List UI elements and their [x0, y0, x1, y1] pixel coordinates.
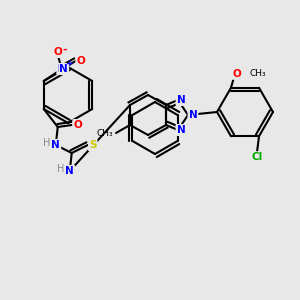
Text: N: N — [65, 166, 74, 176]
Text: N: N — [59, 64, 68, 74]
Text: CH₃: CH₃ — [96, 128, 113, 137]
Text: O: O — [76, 56, 85, 66]
Text: N: N — [51, 140, 60, 150]
Text: CH₃: CH₃ — [249, 69, 266, 78]
Text: N: N — [189, 110, 197, 120]
Text: H: H — [57, 164, 64, 174]
Text: N: N — [177, 125, 185, 135]
Text: Cl: Cl — [251, 152, 262, 162]
Text: S: S — [89, 140, 97, 150]
Text: N: N — [177, 95, 185, 105]
Text: -: - — [62, 45, 67, 55]
Text: +: + — [66, 59, 74, 68]
Text: N: N — [57, 64, 66, 74]
Text: H: H — [43, 138, 50, 148]
Text: O: O — [74, 120, 82, 130]
Text: O: O — [53, 47, 62, 57]
Text: O: O — [232, 69, 242, 79]
